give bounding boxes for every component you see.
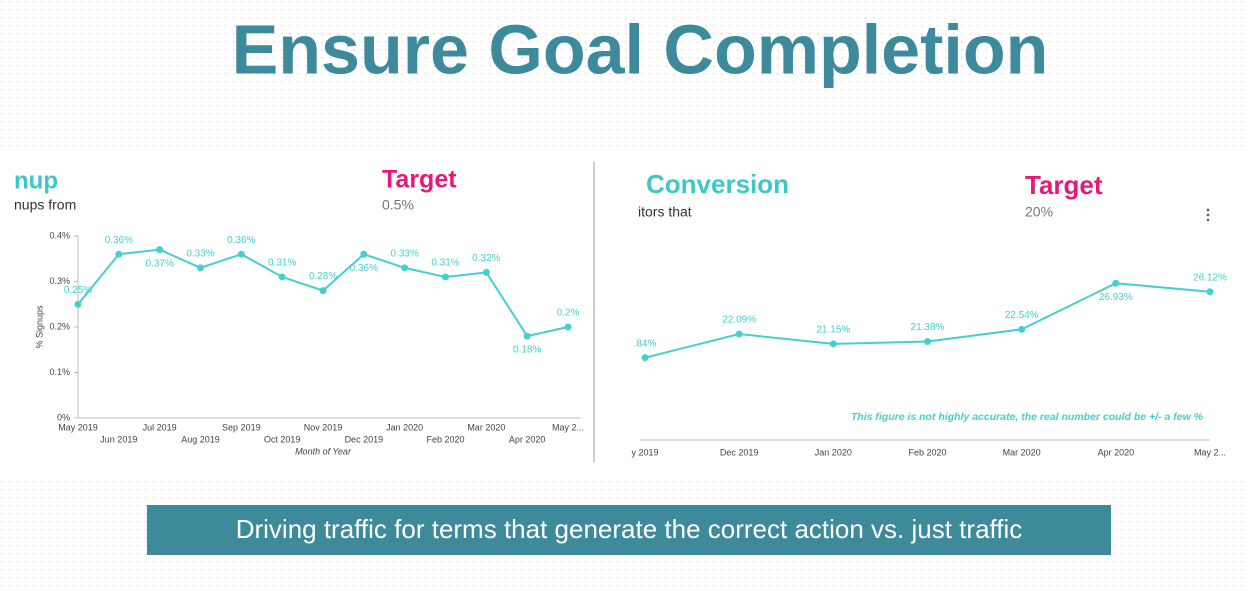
x-tick-label: May 2019 [58,422,98,432]
data-label: 0.33% [186,248,214,259]
chart-header: nup [14,167,58,194]
point [442,273,449,281]
point [278,273,286,281]
x-tick-label: y 2019 [631,447,658,457]
y-tick-label: 0% [57,412,70,422]
data-label: .84% [634,338,657,349]
data-label: 0.36% [350,263,378,274]
data-label: 0.37% [145,258,173,269]
data-label: 0.28% [309,271,337,282]
x-tick-label: May 2... [552,422,584,432]
data-label: 0.36% [227,235,255,246]
data-label: 26.12% [1193,272,1227,283]
x-tick-label: Jul 2019 [143,422,177,432]
point [360,250,368,258]
data-label: 0.31% [431,258,459,269]
menu-icon[interactable] [1206,208,1210,222]
x-axis-label: Month of Year [295,446,352,456]
y-axis-label: % Signups [34,305,44,349]
data-label: 26.93% [1099,292,1133,303]
point [319,287,327,295]
y-tick-label: 0.2% [49,321,70,331]
x-tick-label: Apr 2020 [509,434,546,444]
chart-subheader: itors that [638,204,692,220]
data-label: 0.31% [268,258,296,269]
y-tick-label: 0.1% [49,367,70,377]
content-area [0,150,1248,480]
point [829,340,837,348]
chart-subheader: nups from [14,197,76,213]
x-tick-label: Dec 2019 [345,434,384,444]
target-title: Target [382,166,457,194]
y-tick-label: 0.3% [49,276,70,286]
point [1206,288,1214,296]
data-label: 22.54% [1005,310,1039,321]
x-tick-label: May 2... [1194,447,1226,457]
point [1112,279,1120,287]
x-tick-label: Mar 2020 [467,422,505,432]
chart-header: Conversion [646,169,789,199]
point [735,330,743,338]
x-tick-label: Feb 2020 [908,447,946,457]
point [197,264,204,272]
target-value: 20% [1025,204,1053,220]
target-title: Target [1025,170,1103,200]
data-label: 0.18% [513,345,541,356]
data-label: 0.2% [557,308,580,319]
point [401,264,409,272]
point [237,250,245,258]
y-tick-label: 0.4% [49,230,70,240]
point [156,246,164,254]
slide-title: Ensure Goal Completion [232,10,1049,88]
data-label: 0.25% [64,285,92,296]
annotation: This figure is not highly accurate, the … [851,411,1204,423]
x-tick-label: Nov 2019 [304,422,343,432]
point [482,268,490,276]
data-label: 22.09% [722,315,756,326]
x-tick-label: Feb 2020 [426,434,464,444]
x-tick-label: Mar 2020 [1003,447,1041,457]
point [564,323,572,331]
x-tick-label: Aug 2019 [181,434,220,444]
data-label: 0.33% [390,248,418,259]
data-label: 21.15% [816,325,850,336]
x-tick-label: Dec 2019 [720,447,759,457]
x-tick-label: Sep 2019 [222,422,261,432]
target-value: 0.5% [382,197,414,213]
x-tick-label: Jun 2019 [100,434,137,444]
x-tick-label: Apr 2020 [1098,447,1135,457]
point [74,300,82,308]
point [924,338,931,346]
banner-text: Driving traffic for terms that generate … [236,514,1023,544]
x-tick-label: Jan 2020 [815,447,852,457]
x-tick-label: Jan 2020 [386,422,423,432]
data-label: 0.36% [105,235,133,246]
point [523,332,531,340]
point [1018,325,1026,333]
x-tick-label: Oct 2019 [264,434,301,444]
point [641,354,649,362]
data-label: 21.38% [911,322,945,333]
banner [147,505,1111,555]
data-label: 0.32% [472,253,500,264]
point [115,250,123,258]
